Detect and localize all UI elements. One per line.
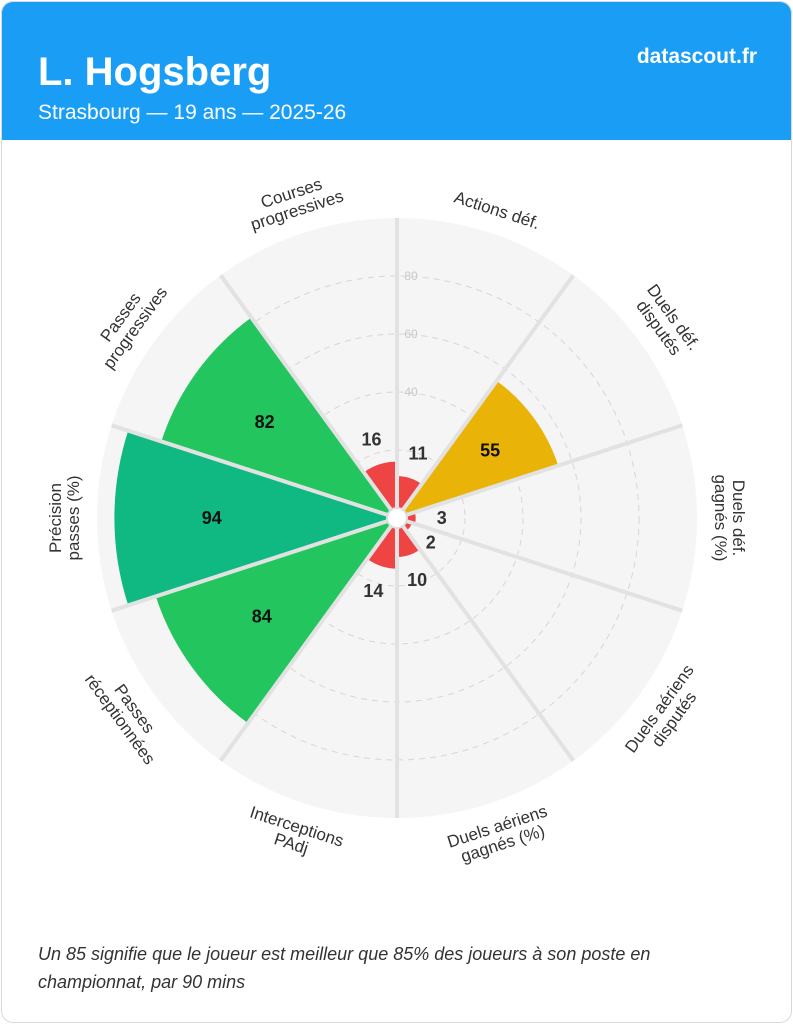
value-label-3: 2 <box>426 533 436 553</box>
background-sector <box>397 218 574 510</box>
bar-1 <box>402 380 559 515</box>
player-name: L. Hogsberg <box>38 50 272 94</box>
spoke <box>405 423 683 517</box>
value-label-7: 94 <box>202 508 222 528</box>
grid-ring <box>270 391 524 645</box>
spoke <box>111 519 389 613</box>
spoke <box>405 519 683 613</box>
category-label-4: Duels aériensgagnés (%) <box>445 802 555 869</box>
value-label-9: 16 <box>362 430 382 450</box>
bar-8 <box>161 317 392 515</box>
brand-label: datascout.fr <box>636 45 757 68</box>
category-label-5: InterceptionsPAdj <box>242 803 346 868</box>
spoke <box>401 524 575 762</box>
radial-tick-label: 80 <box>404 269 418 283</box>
radial-tick-label: 60 <box>404 327 418 341</box>
value-label-1: 55 <box>480 440 500 460</box>
footnote: Un 85 signifie que le joueur est meilleu… <box>38 944 651 992</box>
spoke <box>401 274 575 512</box>
bar-7 <box>114 430 388 606</box>
bar-9 <box>363 461 397 510</box>
value-label-6: 84 <box>252 606 272 626</box>
player-subtitle: Strasbourg — 19 ans — 2025-26 <box>38 101 347 124</box>
value-label-2: 3 <box>437 508 447 528</box>
background-sector <box>220 218 397 510</box>
bar-6 <box>155 521 392 724</box>
value-label-8: 82 <box>255 412 275 432</box>
center-hole <box>386 507 408 529</box>
spoke <box>219 524 393 762</box>
spoke <box>111 423 389 517</box>
background-sector <box>220 526 397 818</box>
category-label-2: Duels déf.gagnés (%) <box>711 475 748 562</box>
radial-tick-label: 40 <box>404 385 418 399</box>
category-label-7: Précisionpasses (%) <box>46 475 83 560</box>
bar-0 <box>397 476 422 510</box>
background-sector <box>406 425 698 611</box>
background-sector <box>397 526 574 818</box>
bar-4 <box>397 526 420 557</box>
value-label-0: 11 <box>408 443 427 463</box>
category-label-9: Coursesprogressives <box>243 169 346 234</box>
bar-5 <box>367 526 397 569</box>
header-banner: L. Hogsberg Strasbourg — 19 ans — 2025-2… <box>2 2 791 140</box>
background-sector <box>402 521 683 761</box>
value-label-4: 10 <box>407 570 427 590</box>
spoke <box>219 274 393 512</box>
value-label-5: 14 <box>363 581 383 601</box>
